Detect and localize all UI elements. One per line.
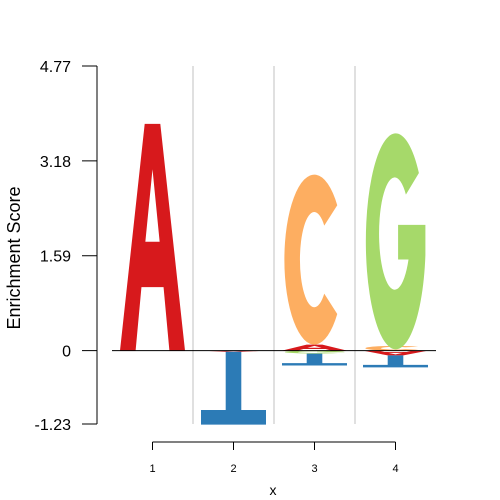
y-tick-label: 0 (62, 344, 71, 361)
x-tick-label: 2 (230, 463, 236, 475)
logo-letter-C (365, 345, 419, 351)
logo-letter-T (201, 351, 266, 425)
y-axis: -1.23 0 1.59 3.18 4.77 (35, 59, 98, 434)
logo-letter-A (120, 123, 185, 351)
y-axis-title: Enrichment Score (4, 186, 24, 329)
x-tick-label: 1 (149, 463, 155, 475)
logo-letter-G (365, 133, 426, 350)
logo-letter-G (284, 350, 345, 354)
y-tick-label: -1.23 (35, 417, 72, 434)
logo-letter-A (282, 344, 347, 351)
y-tick-label: 3.18 (40, 154, 71, 171)
position-separators (192, 66, 356, 424)
logo-letter-T (363, 355, 428, 368)
logo-letter-A (363, 350, 428, 356)
y-tick-label: 1.59 (40, 249, 71, 266)
x-tick-label: 4 (392, 463, 398, 475)
logo-letter-T (282, 353, 347, 366)
x-axis: 1 2 3 4 (149, 441, 399, 475)
letter-stacks (120, 123, 428, 425)
x-axis-title: x (270, 482, 277, 498)
logo-letter-C (284, 174, 338, 345)
y-tick-label: 4.77 (40, 59, 71, 76)
x-tick-label: 3 (311, 463, 317, 475)
